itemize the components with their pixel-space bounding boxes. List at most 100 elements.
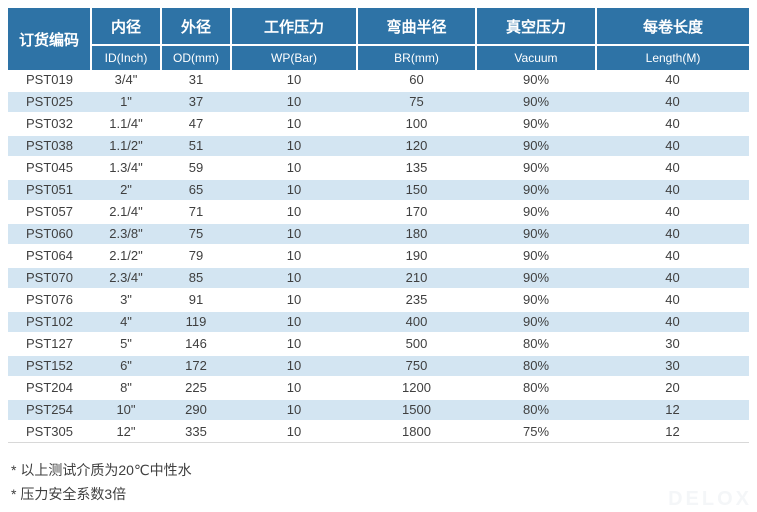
col-header-zh-od: 外径 xyxy=(161,8,232,47)
cell-vacuum: 90% xyxy=(476,157,596,180)
cell-br: 210 xyxy=(357,267,476,290)
cell-wp: 10 xyxy=(231,179,357,202)
cell-code: PST060 xyxy=(8,223,91,246)
footnotes: * 以上测试介质为20℃中性水 * 压力安全系数3倍 xyxy=(8,458,749,506)
cell-code: PST045 xyxy=(8,157,91,180)
cell-br: 235 xyxy=(357,289,476,312)
col-header-zh-vacuum: 真空压力 xyxy=(476,8,597,47)
col-header-zh-code: 订货编码 xyxy=(8,8,92,70)
table-row: PST127 5" 146 10 500 80% 30 xyxy=(8,333,749,356)
cell-code: PST204 xyxy=(8,377,91,400)
cell-od: 51 xyxy=(161,135,231,158)
cell-code: PST038 xyxy=(8,135,91,158)
col-header-zh-id: 内径 xyxy=(91,8,162,47)
cell-length: 30 xyxy=(596,333,749,356)
cell-code: PST051 xyxy=(8,179,91,202)
cell-id: 2.1/4" xyxy=(91,201,161,224)
cell-vacuum: 80% xyxy=(476,399,596,422)
cell-od: 91 xyxy=(161,289,231,312)
cell-length: 40 xyxy=(596,223,749,246)
cell-code: PST254 xyxy=(8,399,91,422)
cell-od: 172 xyxy=(161,355,231,378)
table-row: PST152 6" 172 10 750 80% 30 xyxy=(8,355,749,378)
cell-vacuum: 90% xyxy=(476,289,596,312)
cell-od: 75 xyxy=(161,223,231,246)
cell-code: PST127 xyxy=(8,333,91,356)
cell-vacuum: 75% xyxy=(476,421,596,443)
cell-length: 40 xyxy=(596,179,749,202)
cell-id: 1.3/4" xyxy=(91,157,161,180)
cell-length: 40 xyxy=(596,91,749,114)
col-header-zh-br: 弯曲半径 xyxy=(357,8,477,47)
cell-length: 12 xyxy=(596,399,749,422)
cell-id: 2.3/4" xyxy=(91,267,161,290)
cell-id: 2.1/2" xyxy=(91,245,161,268)
cell-wp: 10 xyxy=(231,421,357,443)
cell-length: 20 xyxy=(596,377,749,400)
cell-wp: 10 xyxy=(231,355,357,378)
cell-od: 146 xyxy=(161,333,231,356)
table-row: PST064 2.1/2" 79 10 190 90% 40 xyxy=(8,245,749,268)
col-header-en-vacuum: Vacuum xyxy=(476,45,597,70)
cell-code: PST032 xyxy=(8,113,91,136)
cell-vacuum: 90% xyxy=(476,179,596,202)
cell-br: 750 xyxy=(357,355,476,378)
cell-od: 290 xyxy=(161,399,231,422)
cell-od: 119 xyxy=(161,311,231,334)
cell-br: 1200 xyxy=(357,377,476,400)
cell-od: 47 xyxy=(161,113,231,136)
cell-od: 79 xyxy=(161,245,231,268)
table-row: PST019 3/4" 31 10 60 90% 40 xyxy=(8,70,749,92)
cell-code: PST076 xyxy=(8,289,91,312)
cell-length: 40 xyxy=(596,157,749,180)
cell-od: 225 xyxy=(161,377,231,400)
cell-wp: 10 xyxy=(231,267,357,290)
cell-wp: 10 xyxy=(231,157,357,180)
cell-vacuum: 90% xyxy=(476,223,596,246)
cell-wp: 10 xyxy=(231,223,357,246)
cell-br: 1800 xyxy=(357,421,476,443)
cell-wp: 10 xyxy=(231,113,357,136)
cell-code: PST070 xyxy=(8,267,91,290)
col-header-zh-wp: 工作压力 xyxy=(231,8,358,47)
cell-od: 71 xyxy=(161,201,231,224)
cell-br: 180 xyxy=(357,223,476,246)
cell-wp: 10 xyxy=(231,245,357,268)
cell-code: PST057 xyxy=(8,201,91,224)
col-header-en-od: OD(mm) xyxy=(161,45,232,70)
table-row: PST204 8" 225 10 1200 80% 20 xyxy=(8,377,749,400)
cell-br: 60 xyxy=(357,70,476,92)
cell-id: 10" xyxy=(91,399,161,422)
table-row: PST057 2.1/4" 71 10 170 90% 40 xyxy=(8,201,749,224)
cell-od: 65 xyxy=(161,179,231,202)
cell-br: 400 xyxy=(357,311,476,334)
cell-wp: 10 xyxy=(231,91,357,114)
cell-id: 1.1/2" xyxy=(91,135,161,158)
table-row: PST051 2" 65 10 150 90% 40 xyxy=(8,179,749,202)
cell-br: 170 xyxy=(357,201,476,224)
cell-br: 190 xyxy=(357,245,476,268)
cell-br: 120 xyxy=(357,135,476,158)
cell-id: 8" xyxy=(91,377,161,400)
col-header-en-br: BR(mm) xyxy=(357,45,477,70)
cell-wp: 10 xyxy=(231,201,357,224)
cell-vacuum: 90% xyxy=(476,91,596,114)
cell-length: 40 xyxy=(596,245,749,268)
cell-length: 40 xyxy=(596,70,749,92)
cell-vacuum: 80% xyxy=(476,333,596,356)
col-header-en-id: ID(Inch) xyxy=(91,45,162,70)
cell-wp: 10 xyxy=(231,333,357,356)
cell-od: 85 xyxy=(161,267,231,290)
cell-vacuum: 90% xyxy=(476,135,596,158)
table-header: 订货编码 内径 外径 工作压力 弯曲半径 真空压力 每卷长度 ID(Inch) OD(mm) WP… xyxy=(8,8,749,70)
cell-wp: 10 xyxy=(231,311,357,334)
cell-wp: 10 xyxy=(231,289,357,312)
cell-code: PST019 xyxy=(8,70,91,92)
cell-vacuum: 80% xyxy=(476,355,596,378)
cell-code: PST064 xyxy=(8,245,91,268)
cell-vacuum: 80% xyxy=(476,377,596,400)
spec-table: 订货编码 内径 外径 工作压力 弯曲半径 真空压力 每卷长度 ID(Inch) OD(mm) WP… xyxy=(8,8,749,443)
cell-length: 40 xyxy=(596,135,749,158)
cell-id: 6" xyxy=(91,355,161,378)
